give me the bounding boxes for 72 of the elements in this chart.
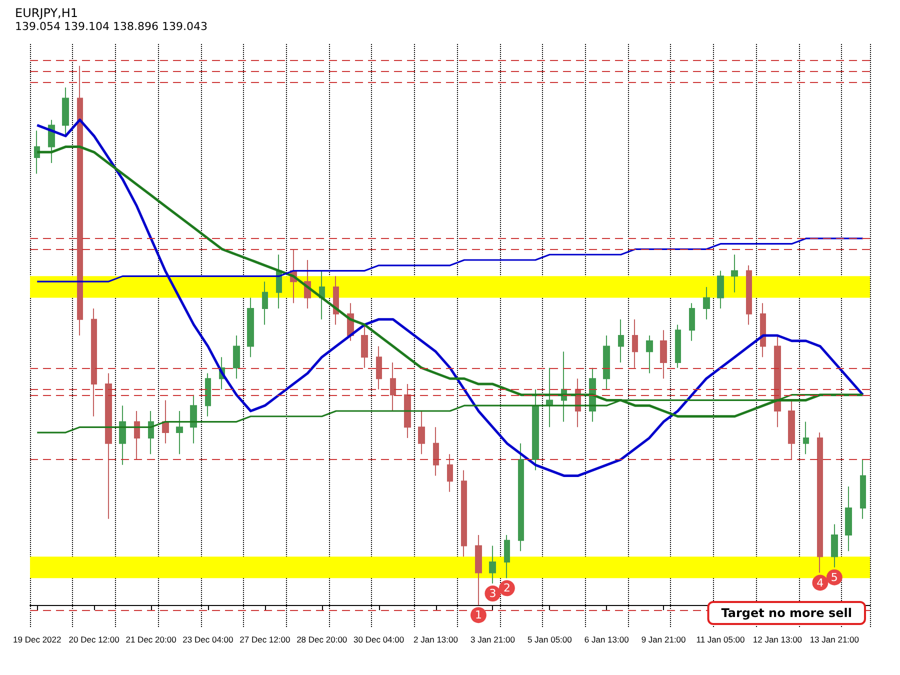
candlestick [433, 426, 439, 476]
candlestick [475, 534, 482, 606]
candlestick [603, 335, 610, 390]
candlestick [746, 264, 752, 326]
candlestick [489, 545, 496, 584]
candlestick [689, 302, 695, 342]
candlestick [390, 362, 396, 412]
x-tick-label: 5 Jan 05:00 [527, 634, 572, 644]
candlestick [817, 432, 823, 574]
x-tick-label: 30 Dec 04:00 [354, 634, 404, 644]
candlestick [803, 421, 809, 455]
candlestick [546, 367, 553, 428]
candlestick [532, 388, 539, 471]
x-tick-label: 2 Jan 13:00 [414, 634, 458, 644]
chart-title: EURJPY,H1 [15, 6, 78, 20]
candlestick [518, 442, 524, 552]
candlestick [376, 346, 382, 390]
x-tick-label: 20 Dec 12:00 [68, 634, 120, 644]
candlestick [262, 281, 268, 326]
x-tick-label: 11 Jan 05:00 [696, 634, 746, 644]
candlestick [319, 270, 325, 320]
candlestick [845, 486, 852, 552]
candlestick [34, 130, 40, 174]
x-tick-label: 27 Dec 12:00 [240, 634, 290, 644]
x-tick-label: 9 Jan 21:00 [641, 634, 686, 644]
candlestick [717, 270, 724, 310]
candlestick [361, 324, 368, 368]
annotation: 2 [503, 582, 510, 595]
candlestick [91, 308, 97, 417]
candlestick [105, 372, 112, 520]
candlestick [831, 524, 838, 568]
candlestick [860, 459, 866, 520]
candlestick [233, 335, 240, 380]
candlestick [731, 254, 738, 293]
candlestick [418, 410, 425, 455]
x-tick-label: 19 Dec 2022 [13, 634, 62, 644]
x-tick-label: 23 Dec 04:00 [182, 634, 234, 644]
candlestick [119, 405, 126, 466]
candlestick [447, 454, 453, 492]
x-tick-label: 21 Dec 20:00 [126, 634, 177, 644]
candlestick [461, 470, 467, 558]
candlestick [788, 400, 795, 460]
candlestick [176, 410, 183, 455]
candlestick [190, 394, 197, 444]
x-tick-label: 6 Jan 13:00 [584, 634, 630, 644]
text: Target no more sell [721, 606, 852, 620]
candlestick [404, 384, 411, 438]
candlestick [247, 297, 254, 358]
candlestick [618, 318, 624, 363]
candlestick [205, 372, 211, 417]
candlestick [760, 302, 766, 358]
annotation: 1 [474, 608, 482, 622]
candlestick [774, 335, 781, 428]
annotation: 4 [816, 576, 824, 590]
x-tick-label: 13 Jan 21:00 [810, 634, 860, 644]
candlestick [675, 324, 681, 368]
candlestick [77, 65, 83, 336]
x-tick-label: 3 Jan 21:00 [470, 634, 516, 644]
x-tick-label: 12 Jan 13:00 [752, 634, 802, 644]
candlestick [134, 410, 140, 460]
candlestick [162, 400, 169, 444]
candlestick [703, 286, 710, 320]
annotation: 5 [830, 570, 838, 584]
candlestick [504, 534, 510, 579]
chart-subtitle: 139.054 139.104 138.896 139.043 [15, 20, 208, 33]
candlestick [632, 318, 638, 368]
annotation: 3 [489, 587, 496, 600]
candlestick [62, 86, 69, 136]
candlestick [660, 330, 667, 380]
candlestick [646, 335, 653, 374]
candlestick [148, 410, 154, 455]
x-tick-label: 28 Dec 20:00 [296, 634, 348, 644]
